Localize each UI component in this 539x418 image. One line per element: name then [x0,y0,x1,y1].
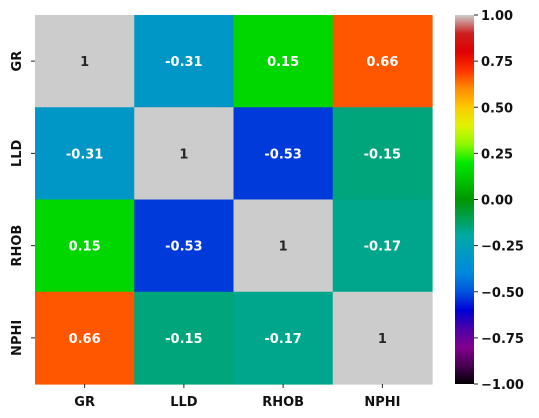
heatmap-cell-rhob-lld [134,199,235,293]
colorbar-tick-label: −0.25 [481,240,524,255]
heatmap-cell-lld-nphi [332,107,433,201]
colorbar-tick-label: 0.50 [481,101,513,116]
colorbar-tick-label: −0.50 [481,286,524,301]
heatmap-cell-label: -0.53 [165,240,202,255]
heatmap-cell-label: -0.31 [165,55,202,70]
heatmap-cell-lld-lld [134,107,235,201]
heatmap-cell-label: 0.15 [69,240,101,255]
y-tick-label-nphi: NPHI [10,320,25,356]
heatmap-cell-label: -0.31 [66,147,103,162]
colorbar-tick-label: 0.75 [481,55,513,70]
x-tick-label-nphi: NPHI [364,395,400,410]
heatmap-cell-label: 0.66 [69,332,101,347]
heatmap-cell-label: 1 [179,147,188,162]
heatmap-cell-label: -0.15 [165,332,202,347]
colorbar: 1.00 0.75 0.50 0.25 0.00 −0.25 −0.50 −0.75 −1.00 [455,9,524,393]
x-tick-label-gr: GR [74,395,95,410]
heatmap-cell-label: -0.17 [264,332,301,347]
heatmap-cell-label: 1 [279,240,288,255]
heatmap-cell-nphi-gr [35,291,135,385]
heatmap-cell-lld-rhob [233,107,334,201]
heatmap-cell-label: 1 [80,55,89,70]
heatmap-cell-label: -0.17 [364,240,401,255]
y-tick-label-gr: GR [10,51,25,72]
heatmap-cell-gr-gr [35,15,135,108]
colorbar-tick-label: −1.00 [481,378,524,393]
heatmap-cell-rhob-rhob [233,199,334,293]
heatmap-cell-label: 1 [378,332,387,347]
y-tick-label-lld: LLD [10,139,25,167]
heatmap-cell-rhob-nphi [332,199,433,293]
x-tick-label-rhob: RHOB [262,395,304,410]
heatmap-cell-label: -0.15 [364,147,401,162]
heatmap-cells [35,15,433,385]
y-axis: GR LLD RHOB NPHI [10,51,35,356]
heatmap-cell-gr-nphi [332,15,433,108]
heatmap-cell-nphi-lld [134,291,235,385]
colorbar-tick-label: 0.25 [481,147,513,162]
y-tick-label-rhob: RHOB [10,225,25,267]
colorbar-tick-label: 0.00 [481,194,513,209]
heatmap-cell-nphi-rhob [233,291,334,385]
heatmap-annotations: 1 -0.31 0.15 0.66 -0.31 1 -0.53 -0.15 0.15 -0.53 1… [66,55,401,347]
colorbar-tick-label: 1.00 [481,9,513,24]
heatmap-cell-label: 0.15 [267,55,299,70]
x-axis: GR LLD RHOB NPHI [74,384,400,410]
colorbar-tick-label: −0.75 [481,332,524,347]
heatmap-cell-label: -0.53 [264,147,301,162]
heatmap-cell-lld-gr [35,107,135,201]
heatmap-cell-gr-rhob [233,15,334,108]
heatmap-cell-nphi-nphi [332,291,433,385]
colorbar-gradient [455,15,474,384]
heatmap-cell-gr-lld [134,15,235,108]
heatmap-cell-label: 0.66 [366,55,398,70]
heatmap-cell-rhob-gr [35,199,135,293]
x-tick-label-lld: LLD [170,395,198,410]
